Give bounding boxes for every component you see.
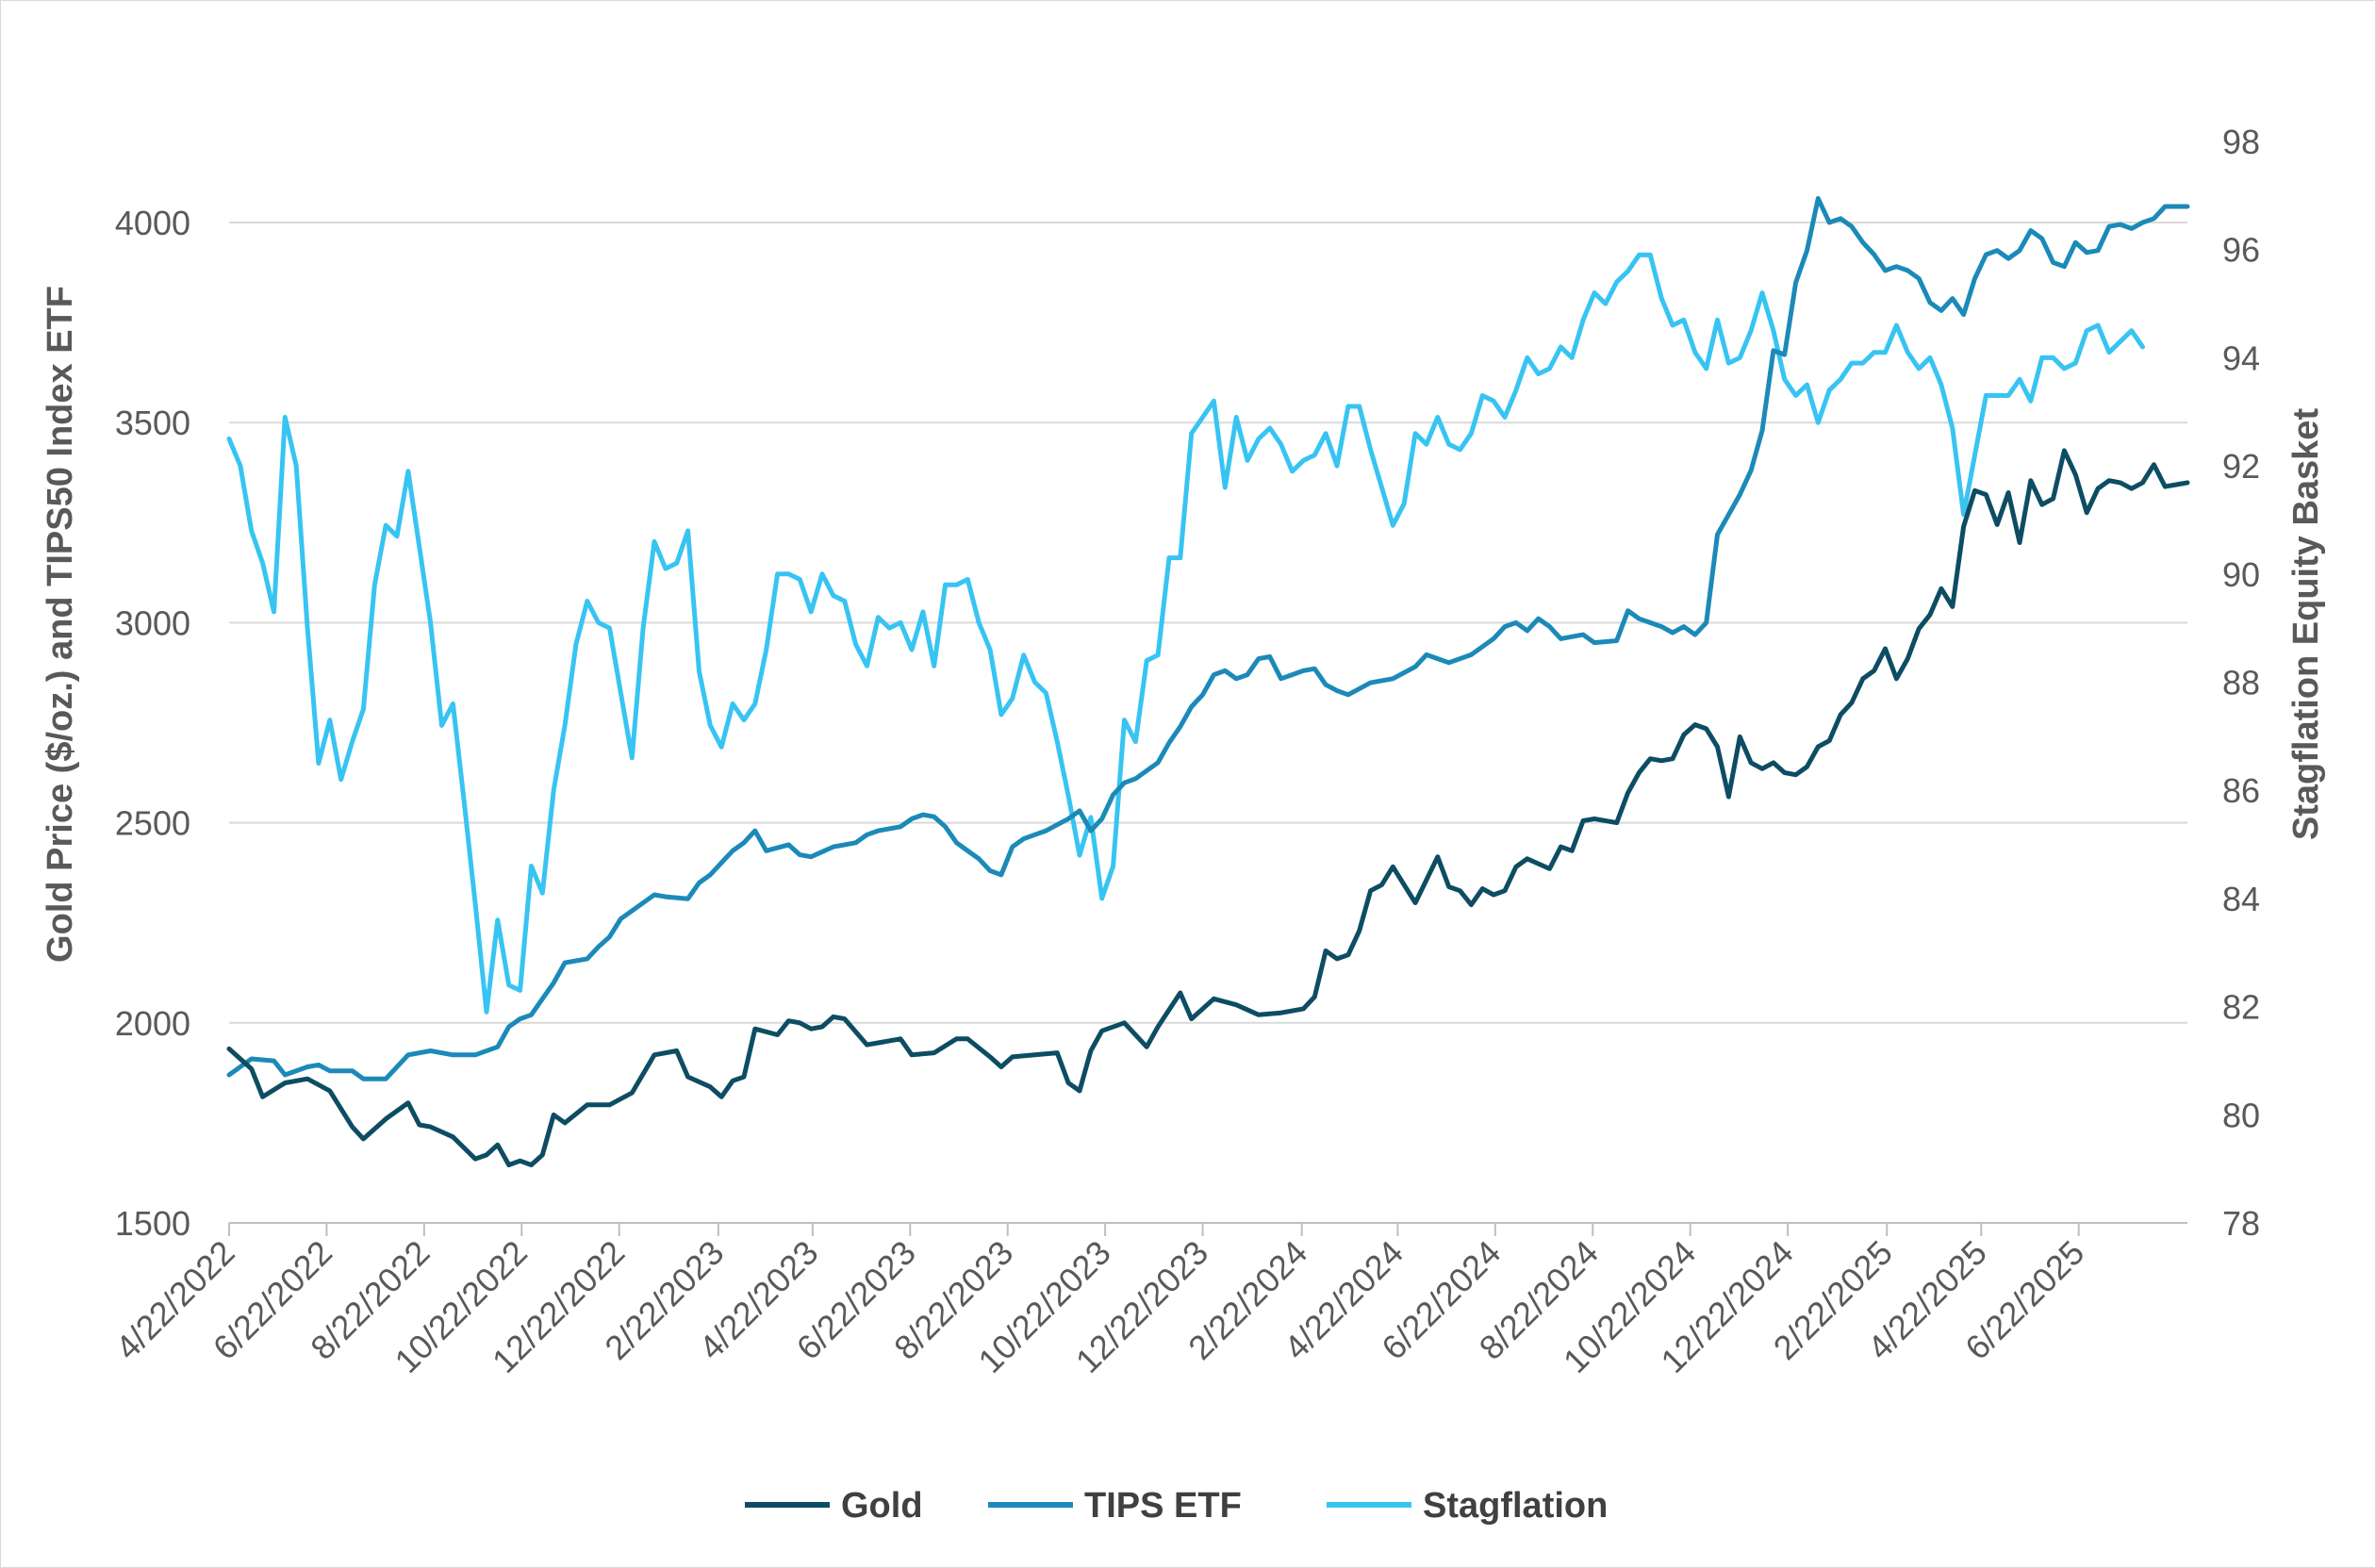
y-left-tick-label: 2000 [115, 1004, 190, 1043]
series-lines [226, 196, 2190, 1167]
gridlines [229, 222, 2187, 1024]
y-right-tick-label: 78 [2222, 1204, 2260, 1243]
legend-label: Stagflation [1423, 1486, 1608, 1526]
y-right-tick-label: 90 [2222, 555, 2260, 594]
y-right-tick-label: 82 [2222, 988, 2260, 1027]
y-right-axis-title: Stagflation Equity Basket [2286, 408, 2326, 841]
legend-label: TIPS ETF [1084, 1486, 1242, 1526]
y-right-tick-label: 94 [2222, 338, 2260, 377]
y-right-tick-label: 84 [2222, 880, 2260, 918]
y-right-tick-label: 80 [2222, 1096, 2260, 1134]
y-left-tick-label: 3500 [115, 404, 190, 442]
left-axis-ticks: 1500 2000 2500 3000 3500 4000 [115, 204, 190, 1243]
series-line-gold [226, 448, 2190, 1167]
legend-label: Gold [841, 1486, 923, 1526]
y-left-tick-label: 3000 [115, 603, 190, 642]
right-axis-ticks: 78 80 82 84 86 88 90 92 94 96 98 [2222, 123, 2260, 1243]
y-left-tick-label: 2500 [115, 804, 190, 843]
y-right-tick-label: 98 [2222, 123, 2260, 161]
legend: Gold TIPS ETF Stagflation [745, 1486, 1608, 1526]
y-left-tick-label: 4000 [115, 204, 190, 242]
y-right-tick-label: 96 [2222, 231, 2260, 270]
y-left-tick-label: 1500 [115, 1204, 190, 1243]
series-line-tips-etf [226, 196, 2190, 1081]
y-right-tick-label: 88 [2222, 664, 2260, 702]
y-left-axis-title: Gold Price ($/oz.) and TIPS50 Index ETF [41, 286, 80, 963]
y-right-tick-label: 86 [2222, 771, 2260, 810]
x-axis-ticks: 4/22/20226/22/20228/22/202210/22/202212/… [107, 1223, 2091, 1380]
y-right-tick-label: 92 [2222, 447, 2260, 486]
series-line-stagflation [226, 252, 2145, 1015]
